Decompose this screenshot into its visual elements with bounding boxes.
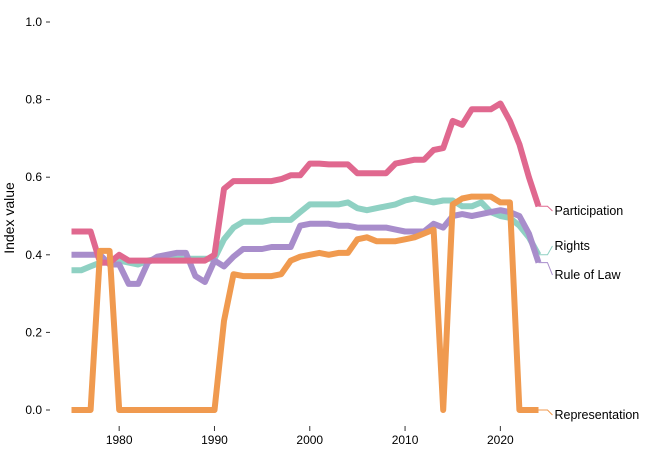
label-leader-line [538,409,553,416]
series-line-participation [71,100,542,266]
x-tick-label: 1980 [106,433,133,447]
x-axis: 1980 1990 2000 2010 2020 [106,426,514,447]
x-tick-label: 2000 [296,433,323,447]
x-tick-label: 1990 [201,433,228,447]
x-tick-label: 2020 [487,433,514,447]
y-axis-title: Index value [1,182,17,254]
y-axis: 0.0 0.2 0.4 0.6 0.8 1.0 [25,15,50,417]
label-leader-line [538,205,553,212]
y-tick-label: 1.0 [25,15,42,29]
x-tick-label: 2010 [392,433,419,447]
y-tick-label: 0.0 [25,403,42,417]
y-tick-label: 0.4 [25,248,42,262]
series-end-label: Rule of Law [554,268,621,282]
series-labels: Participation Rights Rule of Law Representa… [538,204,639,422]
label-leader-line [538,262,553,276]
y-tick-label: 0.2 [25,325,42,339]
series-lines [71,100,542,413]
y-tick-label: 0.8 [25,93,42,107]
y-tick-label: 0.6 [25,170,42,184]
series-line-rule-of-law [71,207,542,287]
series-end-label: Participation [554,204,623,218]
series-line-representation [71,193,539,413]
series-end-label: Representation [554,408,639,422]
series-end-label: Rights [554,239,589,253]
label-leader-line [538,245,553,256]
